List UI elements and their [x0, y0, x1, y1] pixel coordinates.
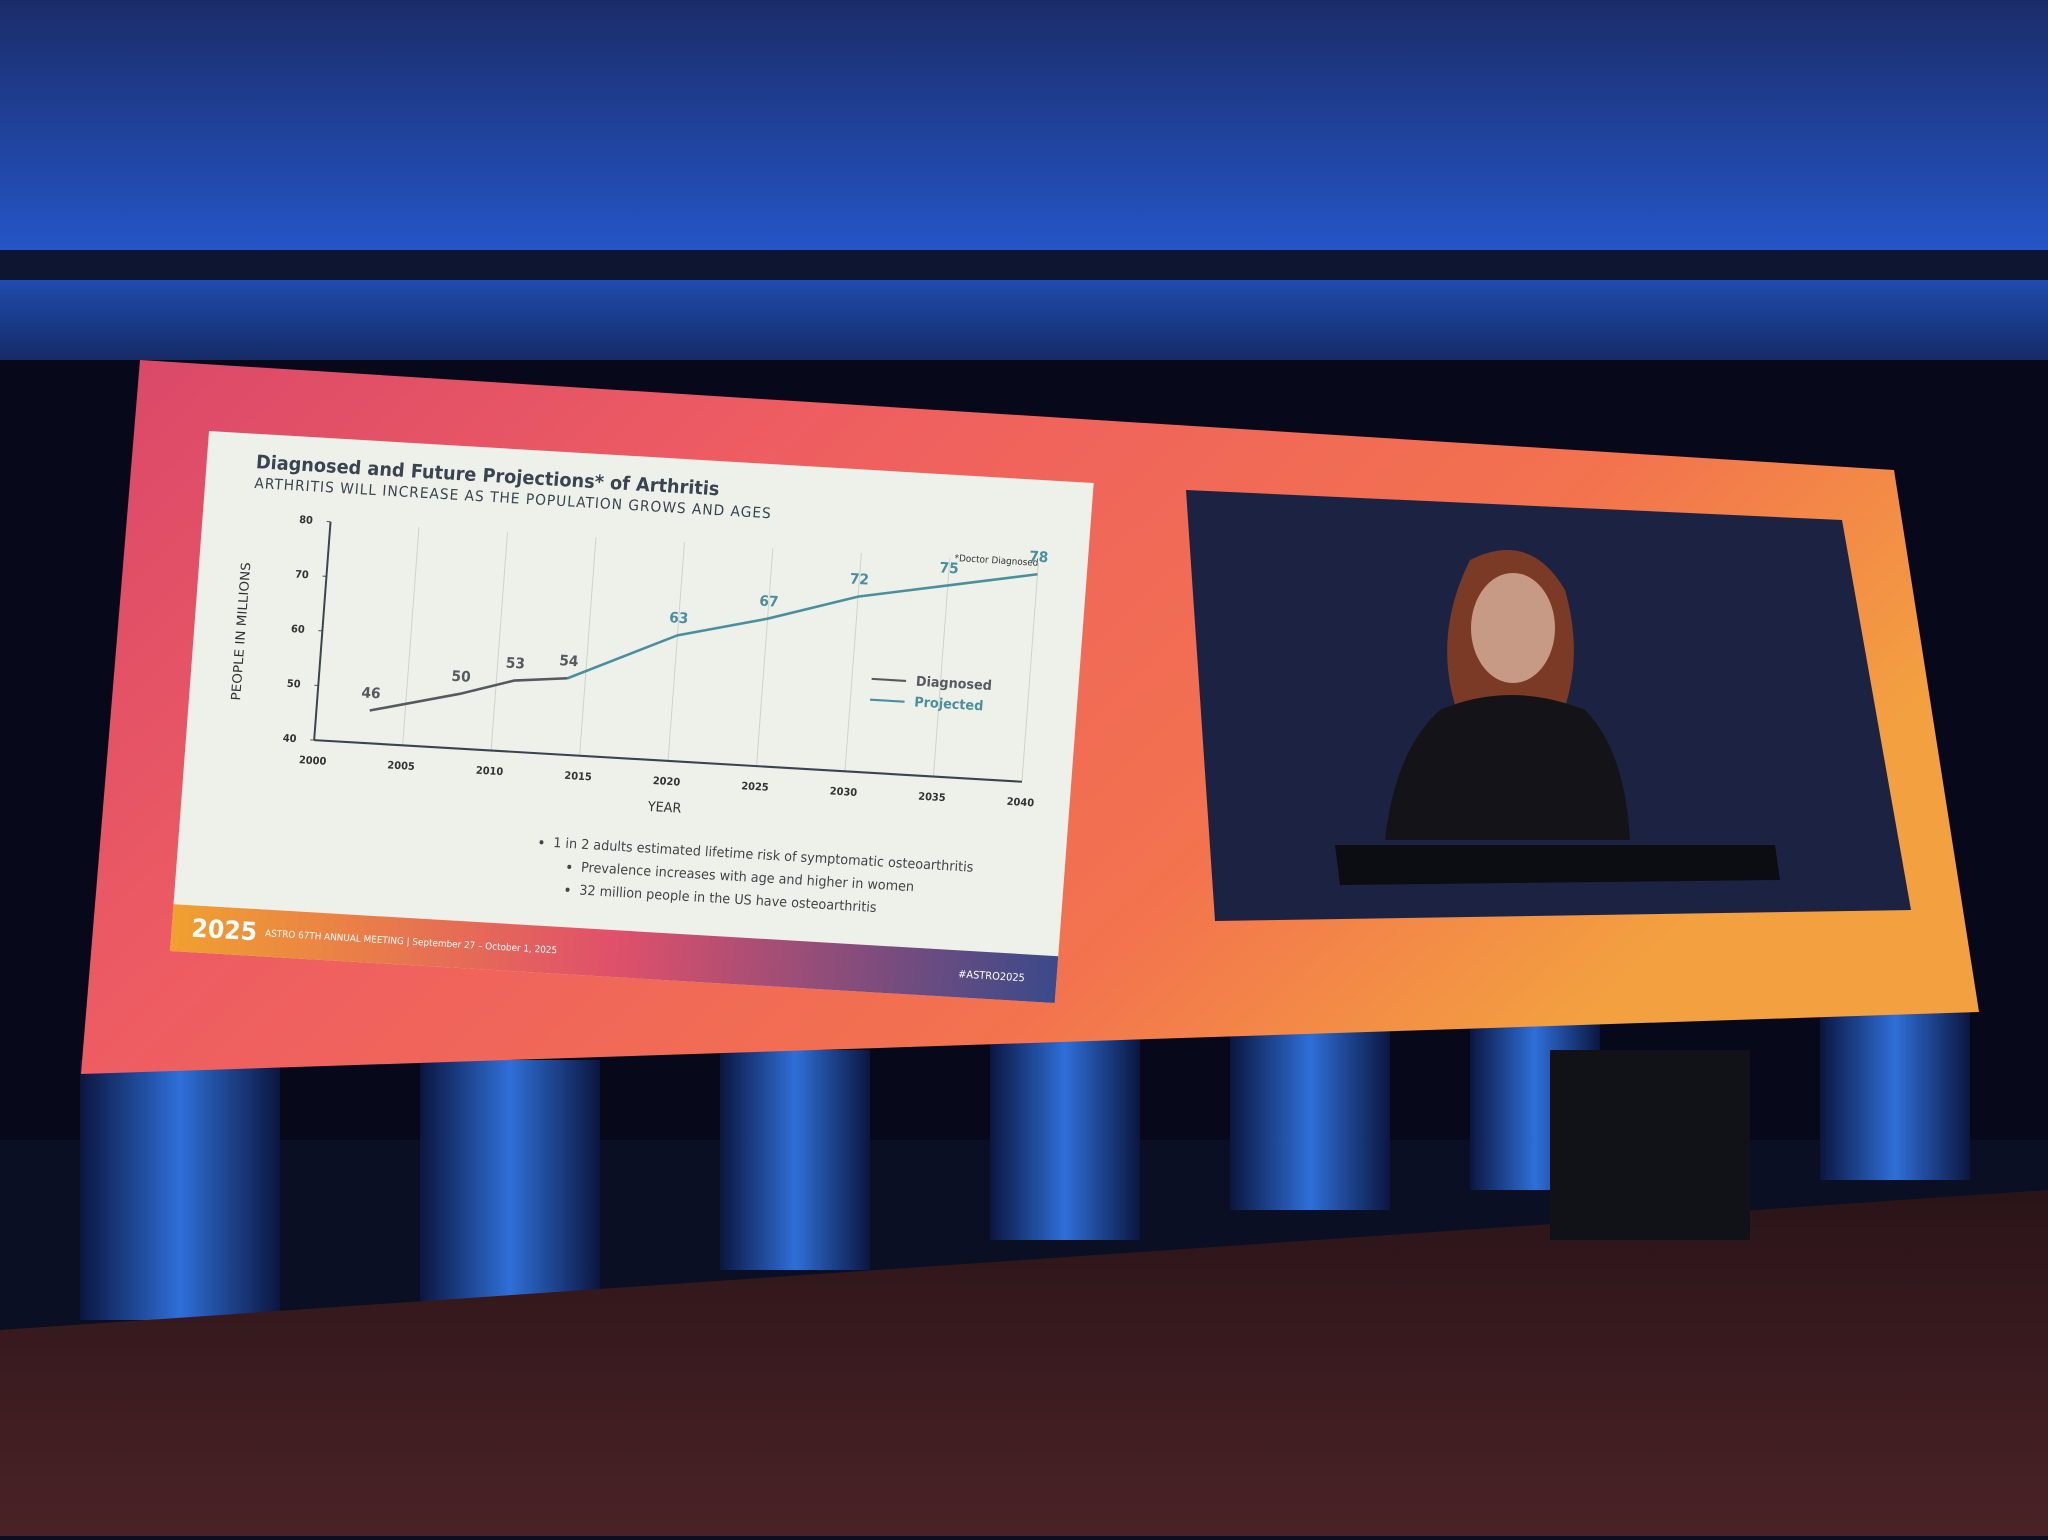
- data-label: 67: [759, 593, 779, 611]
- podium: [1335, 845, 1780, 885]
- x-tick-label: 2020: [652, 776, 680, 789]
- x-tick-label: 2035: [918, 791, 946, 804]
- ceiling: [0, 0, 2048, 420]
- data-label: 54: [559, 653, 579, 671]
- curtain: [1230, 1030, 1390, 1210]
- curtain: [990, 1040, 1140, 1240]
- floor: [0, 1190, 2048, 1536]
- data-label: 53: [505, 655, 525, 673]
- curtain: [1820, 1010, 1970, 1180]
- data-label: 72: [849, 571, 869, 589]
- speaker-box: [1550, 1050, 1750, 1240]
- data-label: 63: [669, 610, 689, 628]
- x-tick-label: 2000: [298, 755, 326, 768]
- video-panel: [1186, 490, 1911, 921]
- x-tick-label: 2040: [1006, 797, 1034, 810]
- data-label: 50: [451, 668, 471, 686]
- y-tick-label: 40: [282, 733, 297, 745]
- x-tick-label: 2015: [564, 771, 592, 784]
- curtain: [420, 1060, 600, 1310]
- footer-logo: 2025: [190, 913, 258, 947]
- x-axis-label: YEAR: [646, 800, 682, 817]
- slide: Diagnosed and Future Projections* of Art…: [170, 431, 1094, 1003]
- data-label: 75: [939, 560, 959, 578]
- truss: [0, 250, 2048, 280]
- data-label: 78: [1029, 549, 1049, 567]
- curtain: [80, 1060, 280, 1320]
- x-tick-label: 2010: [475, 765, 503, 778]
- curtain: [720, 1050, 870, 1270]
- y-tick-label: 80: [299, 515, 314, 527]
- data-label: 46: [361, 685, 381, 703]
- y-tick-label: 50: [286, 679, 301, 691]
- y-tick-label: 70: [295, 569, 310, 581]
- x-tick-label: 2005: [387, 760, 415, 773]
- y-tick-label: 60: [291, 624, 306, 636]
- x-tick-label: 2025: [741, 781, 769, 794]
- face: [1471, 573, 1555, 683]
- x-tick-label: 2030: [829, 786, 857, 799]
